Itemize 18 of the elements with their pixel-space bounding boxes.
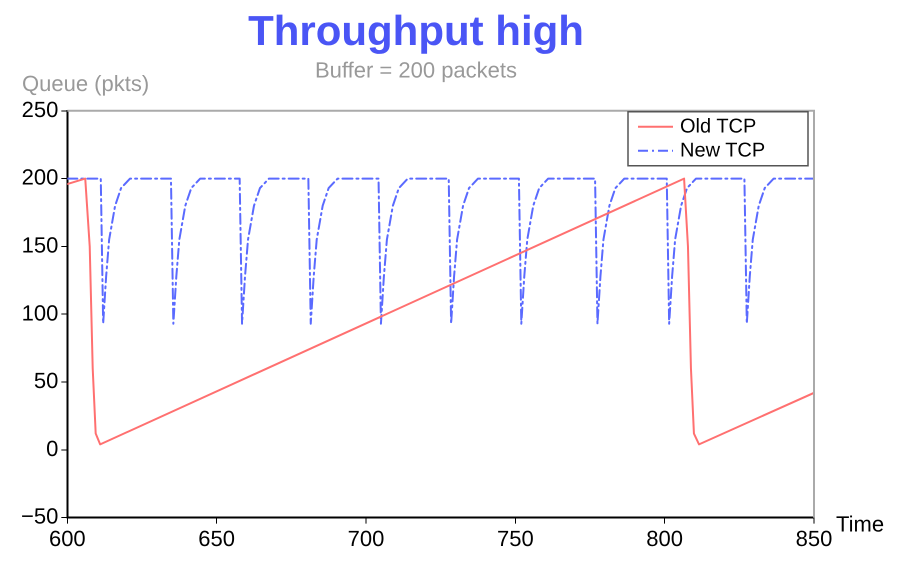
x-tick-label: 750 — [496, 526, 534, 551]
chart-subtitle: Buffer = 200 packets — [314, 58, 518, 83]
y-tick-label: 200 — [22, 164, 58, 190]
x-tick-label: 700 — [348, 526, 384, 551]
x-tick-label: 850 — [796, 526, 832, 551]
legend-label: New TCP — [680, 139, 766, 162]
y-axis-title: Queue (pkts) — [22, 70, 150, 96]
y-tick-label: 100 — [22, 300, 58, 326]
chart-title: Throughput high — [248, 6, 584, 54]
line-series — [67, 178, 814, 325]
y-tick-label: 50 — [34, 368, 58, 394]
y-tick-label: 0 — [46, 436, 58, 461]
x-tick-label: 650 — [198, 526, 236, 551]
x-tick-label: 800 — [646, 526, 684, 551]
legend-label: Old TCP — [680, 115, 756, 138]
y-tick-label: 150 — [22, 232, 58, 258]
y-tick-label: 250 — [22, 96, 58, 122]
x-axis-title: Time — [836, 512, 884, 537]
